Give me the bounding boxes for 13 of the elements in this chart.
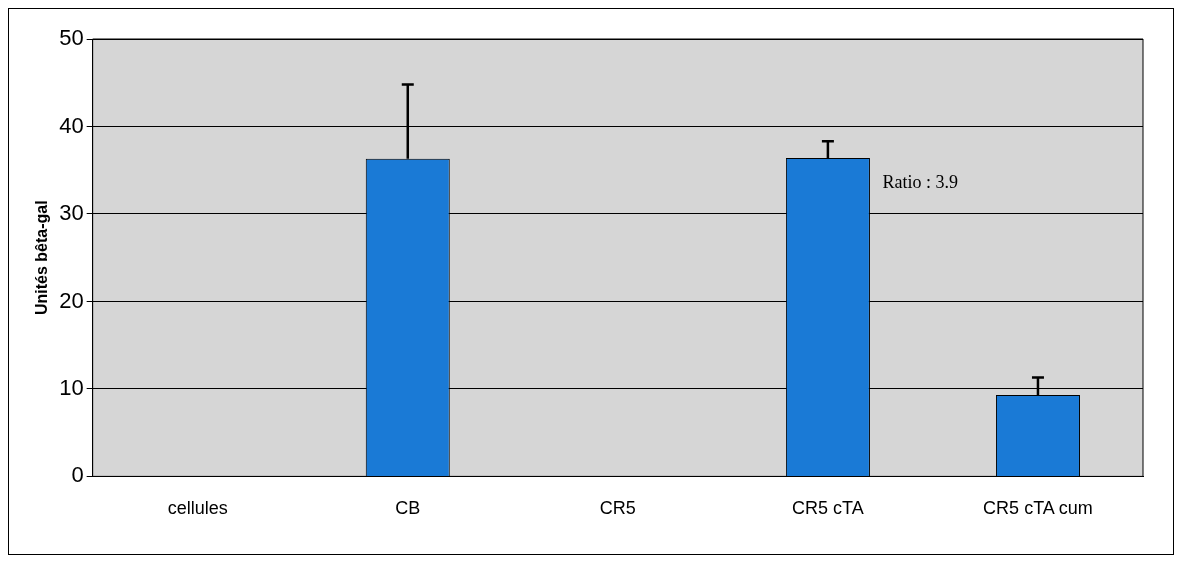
x-tick-label: CR5 xyxy=(599,498,636,519)
x-tick-label: CR5 cTA xyxy=(792,498,864,519)
y-tick-label: 20 xyxy=(59,287,84,313)
y-tick-label: 0 xyxy=(71,462,84,488)
y-tick-label: 40 xyxy=(59,112,84,138)
y-axis-title: Unités bêta-gal xyxy=(33,200,51,316)
y-tick-label: 50 xyxy=(59,25,84,51)
y-tick-label: 10 xyxy=(59,374,84,400)
x-tick-label: cellules xyxy=(167,498,228,519)
annotation: Ratio : 3.9 xyxy=(882,172,959,193)
y-tick-label: 30 xyxy=(59,200,84,226)
x-tick-label: CR5 cTA cum xyxy=(983,498,1093,519)
x-tick-label: CB xyxy=(395,498,421,519)
